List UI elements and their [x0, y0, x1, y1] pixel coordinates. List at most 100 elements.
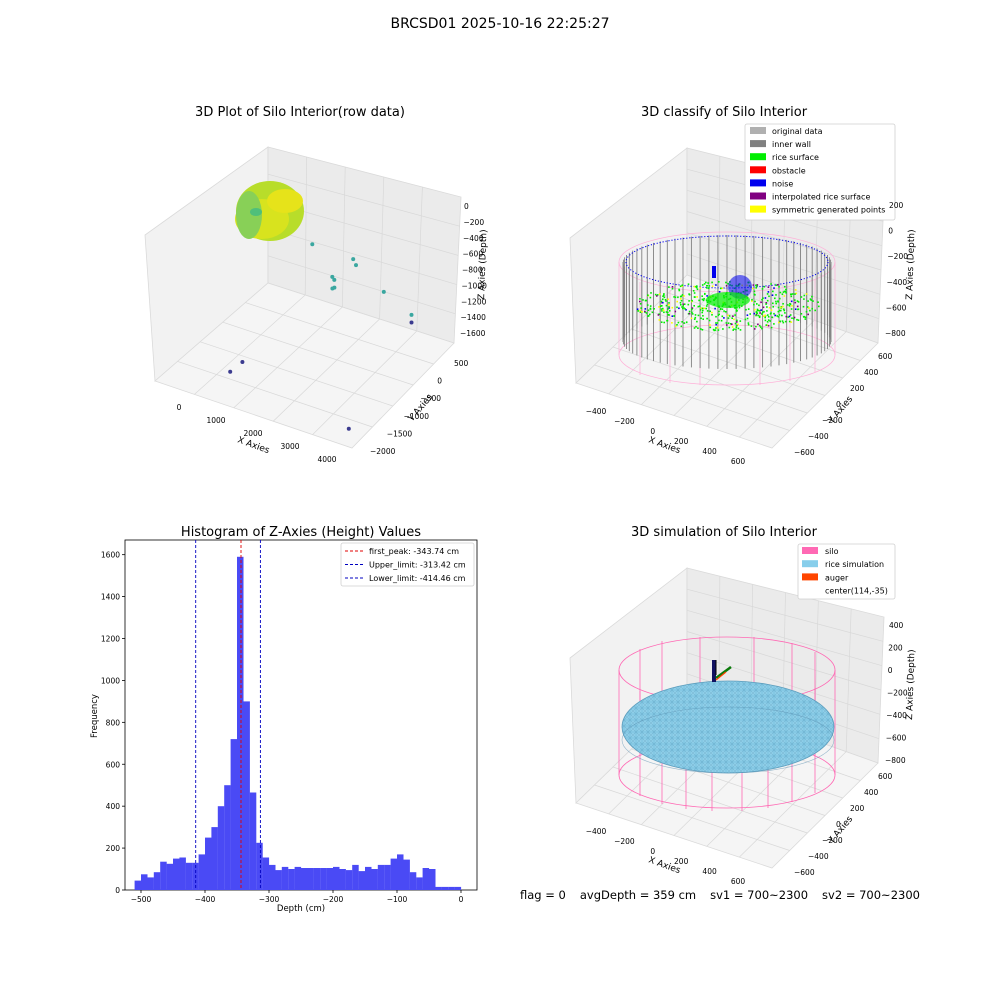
histogram-bar — [262, 857, 270, 890]
classified-point — [681, 306, 683, 308]
raw-data-point — [354, 263, 358, 268]
classified-point — [733, 318, 735, 321]
classified-point — [808, 307, 810, 309]
classified-point — [774, 314, 776, 317]
histogram-bar — [249, 792, 257, 890]
classified-point — [701, 298, 704, 301]
classified-point — [668, 307, 670, 309]
classified-point — [759, 310, 761, 312]
classified-point — [804, 316, 807, 319]
classified-point — [811, 307, 813, 310]
legend-label: symmetric generated points — [772, 206, 885, 215]
legend-swatch — [802, 573, 818, 581]
classified-point — [783, 290, 786, 293]
legend-label: Upper_limit: -313.42 cm — [369, 561, 466, 570]
classified-point — [766, 293, 769, 295]
classified-point — [666, 319, 669, 322]
classified-point — [703, 307, 706, 310]
raw-z-tick-label: −1000 — [462, 281, 488, 290]
classified-point — [788, 320, 791, 323]
classified-point — [727, 317, 730, 319]
classified-point — [785, 315, 788, 318]
classified-point — [744, 318, 747, 321]
y-tick-label: 0 — [115, 886, 120, 895]
classified-point — [772, 290, 774, 293]
raw-scatter-points — [228, 242, 414, 431]
gridline — [686, 652, 881, 715]
raw-z-tick-label: −400 — [463, 234, 484, 243]
classified-point — [663, 294, 665, 297]
classified-point — [691, 313, 694, 315]
classified-point — [667, 304, 670, 306]
classified-point — [719, 308, 722, 311]
classified-point — [775, 300, 777, 303]
histogram-bar — [160, 861, 167, 890]
histogram-bar — [416, 877, 423, 890]
classified-point — [712, 328, 715, 331]
classified-point — [694, 285, 697, 288]
classified-point — [783, 295, 786, 297]
classified-point — [764, 314, 766, 317]
classified-point — [702, 309, 704, 312]
classified-point — [663, 321, 665, 324]
classified-point — [752, 284, 755, 286]
classified-point — [732, 329, 734, 331]
classified-point — [701, 295, 703, 297]
classified-point — [683, 295, 685, 297]
classified-point — [696, 320, 698, 323]
classified-point — [701, 307, 704, 310]
classified-point — [796, 318, 798, 321]
classified-point — [716, 326, 719, 329]
legend-label: inner wall — [772, 140, 811, 149]
classified-point — [731, 323, 733, 325]
histogram-bar — [320, 868, 327, 890]
classified-point — [711, 311, 713, 314]
classified-point — [755, 325, 757, 328]
classified-point — [661, 305, 663, 307]
x-tick-label: −200 — [323, 895, 344, 904]
raw-data-point — [351, 257, 356, 262]
classified-point — [773, 312, 775, 315]
classified-point — [790, 308, 793, 310]
histogram-x-ticks: −500 −400 −300 −200 −100 0 — [131, 890, 464, 904]
classified-point — [804, 318, 807, 320]
classified-point — [779, 291, 782, 294]
histogram-bar — [454, 886, 462, 890]
classified-point — [722, 328, 724, 330]
classified-point — [780, 306, 782, 309]
classified-point — [711, 314, 713, 316]
classify-z-tick-label: −800 — [885, 329, 906, 338]
status-avg-depth: avgDepth = 359 cm — [579, 888, 697, 902]
raw-z-tick-label: −600 — [463, 250, 484, 259]
classified-point — [660, 308, 663, 310]
classified-point — [735, 309, 738, 311]
simulation-z-axis-label: Z Axies (Depth) — [905, 649, 917, 720]
classified-point — [691, 311, 693, 314]
classified-point — [784, 320, 787, 323]
x-tick-label: −300 — [259, 895, 280, 904]
classified-point — [637, 310, 639, 312]
classified-point — [790, 321, 793, 323]
classified-point — [697, 305, 700, 308]
histogram-bar — [422, 868, 430, 890]
classified-point — [785, 288, 787, 291]
histogram-bar — [435, 886, 442, 890]
classified-point — [696, 288, 699, 291]
histogram-bar — [173, 858, 180, 890]
classified-point — [693, 292, 696, 294]
classified-point — [739, 329, 742, 331]
classify-y-tick-label: 200 — [850, 384, 865, 393]
simulation-y-tick-label: 200 — [850, 804, 865, 813]
classified-point — [644, 310, 646, 313]
classified-point — [755, 311, 758, 313]
classified-point — [695, 325, 697, 328]
legend-label: obstacle — [772, 166, 806, 175]
classified-point — [673, 296, 675, 298]
legend-label: first_peak: -343.74 cm — [369, 547, 459, 556]
classified-point — [702, 315, 704, 317]
classified-point — [667, 314, 669, 316]
legend-label: noise — [772, 179, 793, 188]
classified-point — [753, 312, 755, 315]
classify-x-tick-label: 200 — [674, 437, 689, 446]
classified-point — [797, 301, 800, 303]
